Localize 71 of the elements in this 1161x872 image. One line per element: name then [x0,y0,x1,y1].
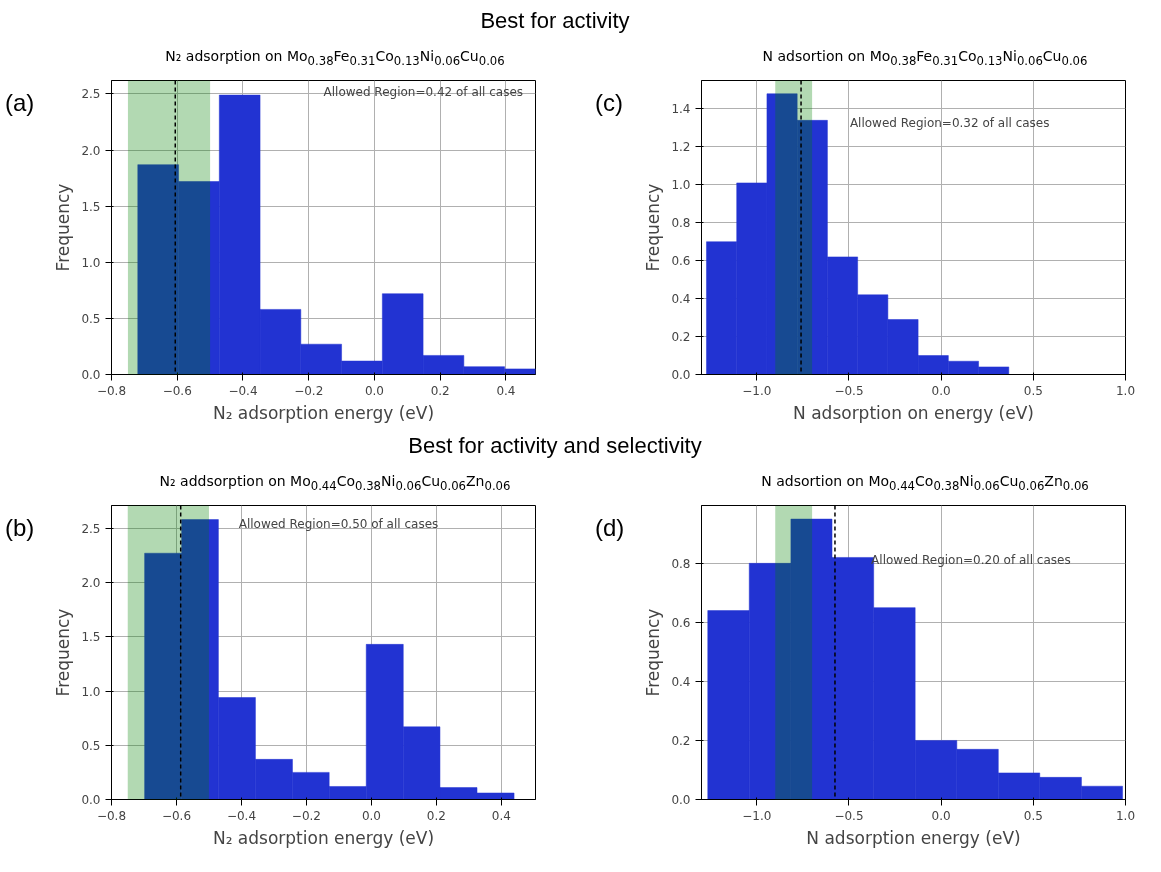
y-tick-label: 0.2 [671,329,691,344]
x-tick-label: 0.2 [426,808,446,823]
y-tick-label: 0.4 [671,292,691,307]
chart-title: N adsortion on Mo$_{0.44}$Co$_{0.38}$Ni$_{0.06}$Cu$_{0.06}$Zn$_{0.06}$ [761,473,1089,494]
x-tick-label: −0.6 [161,808,192,823]
y-tick-label: 1.5 [81,199,101,214]
y-tick-label: 0.4 [671,674,691,689]
y-tick-label: 2.0 [81,575,101,590]
annotation: Allowed Region=0.20 of all cases [871,552,1071,567]
x-tick-label: −0.6 [162,383,192,398]
y-axis-title: Frequency [53,183,74,272]
y-tick-label: 0.5 [81,311,101,326]
x-tick-label: −1.0 [742,383,772,398]
y-tick-label: 1.0 [671,178,691,193]
x-tick-label: 0.4 [496,383,516,398]
y-tick-label: 1.4 [671,102,691,117]
x-tick-label: 1.0 [1115,808,1136,823]
y-tick-label: 0.6 [671,615,691,630]
annotation: Allowed Region=0.50 of all cases [238,517,439,532]
x-tick-label: −0.5 [834,383,864,398]
annotation: Allowed Region=0.42 of all cases [323,84,524,99]
x-axis-title: N adsorption energy (eV) [806,827,1021,848]
x-tick-label: −0.8 [96,383,127,398]
y-tick-label: 0.8 [671,216,691,231]
x-tick-label: −0.4 [228,383,258,398]
x-tick-label: 0.0 [364,383,384,398]
x-tick-label: 0.0 [931,808,951,823]
y-tick-label: 2.5 [81,87,101,102]
y-tick-label: 0.8 [671,556,691,571]
y-tick-label: 0.0 [671,792,691,807]
text: (d) [595,513,625,544]
y-tick-label: 0.0 [671,367,691,382]
y-tick-label: 0.0 [81,367,101,382]
annotation: Allowed Region=0.32 of all cases [849,115,1050,130]
y-tick-label: 0.2 [671,733,691,748]
text: (c) [595,88,623,119]
y-axis-title: Frequency [53,608,74,697]
x-tick-label: −0.2 [294,383,324,398]
x-tick-label: 0.0 [931,383,951,398]
y-tick-label: 0.5 [81,738,101,753]
x-axis-title: N₂ adsorption energy (eV) [212,402,435,423]
x-tick-label: 0.5 [1023,808,1043,823]
chart-title: N adsortion on Mo$_{0.38}$Fe$_{0.31}$Co$_{0.13}$Ni$_{0.06}$Cu$_{0.06}$ [762,48,1088,69]
chart-title: N₂ addsorption on Mo$_{0.44}$Co$_{0.38}$Ni$_{0.06}$Cu$_{0.06}$Zn$_{0.06}$ [159,473,511,494]
x-tick-label: 0.5 [1023,383,1043,398]
y-tick-label: 2.5 [81,521,101,536]
x-tick-label: −1.0 [742,808,772,823]
text: Best for activity [480,7,630,35]
x-tick-label: −0.5 [834,808,864,823]
y-tick-label: 1.0 [81,684,101,699]
text: Best for activity and selectivity [408,431,702,460]
x-tick-label: −0.8 [96,808,127,823]
y-axis-title: Frequency [643,608,664,697]
x-tick-label: −0.2 [291,808,322,823]
x-axis-title: N₂ adsorption energy (eV) [212,827,435,848]
y-tick-label: 0.6 [671,254,691,269]
y-tick-label: 1.0 [81,255,101,270]
chart-title: N₂ adsorption on Mo$_{0.38}$Fe$_{0.31}$Co$_{0.13}$Ni$_{0.06}$Cu$_{0.06}$ [165,48,505,69]
x-tick-label: 0.2 [430,383,450,398]
y-tick-label: 1.5 [81,630,101,645]
y-tick-label: 0.0 [81,792,101,807]
y-axis-title: Frequency [643,183,664,272]
text: (a) [5,88,35,119]
x-axis-title: N adsorption on energy (eV) [793,402,1034,423]
x-tick-label: 0.4 [491,808,511,823]
x-tick-label: −0.4 [226,808,257,823]
y-tick-label: 1.2 [671,140,691,155]
y-tick-label: 2.0 [81,143,101,158]
x-tick-label: 0.0 [361,808,381,823]
x-tick-label: 1.0 [1115,383,1136,398]
text: (b) [5,513,35,544]
